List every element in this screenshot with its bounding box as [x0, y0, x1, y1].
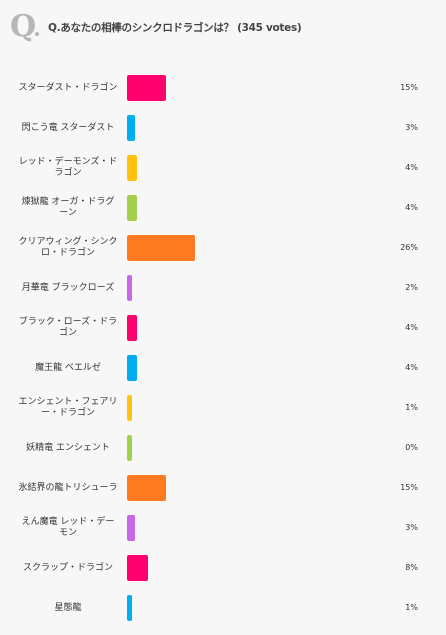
q-icon-dot [35, 32, 39, 36]
result-row: 妖精竜 エンシェント 0% [0, 428, 446, 468]
result-bar [127, 315, 137, 341]
option-label: 星態龍 [54, 602, 82, 613]
option-label: スクラップ・ドラゴン [22, 562, 113, 573]
result-row: クリアウィング・シンクロ・ドラゴン 26% [0, 228, 446, 268]
result-bar [127, 275, 132, 301]
percentage-label: 0% [405, 443, 418, 452]
option-label: えん魔竜 レッド・デーモン [21, 517, 115, 538]
result-bar [127, 115, 135, 141]
result-bar [127, 75, 166, 101]
option-label: レッド・デーモンズ・ドラゴン [18, 157, 118, 178]
result-bar [127, 195, 137, 221]
result-row: 魔王龍 ベエルゼ 4% [0, 348, 446, 388]
option-label: スターダスト・ドラゴン [18, 82, 118, 93]
result-row: ブラック・ローズ・ドラゴン 4% [0, 308, 446, 348]
result-row: レッド・デーモンズ・ドラゴン 4% [0, 148, 446, 188]
result-row: スターダスト・ドラゴン 15% [0, 68, 446, 108]
result-bar [127, 435, 132, 461]
q-icon-letter: Q [10, 9, 37, 44]
percentage-label: 15% [400, 83, 418, 92]
option-label: 魔王龍 ベエルゼ [35, 362, 101, 373]
percentage-label: 1% [405, 603, 418, 612]
result-bar [127, 475, 166, 501]
percentage-label: 4% [405, 363, 418, 372]
result-row: 煉獄龍 オーガ・ドラグーン 4% [0, 188, 446, 228]
percentage-label: 3% [405, 523, 418, 532]
q-icon: Q [10, 12, 40, 42]
percentage-label: 4% [405, 323, 418, 332]
percentage-label: 8% [405, 563, 418, 572]
percentage-label: 3% [405, 123, 418, 132]
result-bar [127, 155, 137, 181]
option-label: ブラック・ローズ・ドラゴン [18, 317, 118, 338]
result-bar [127, 555, 148, 581]
option-label: 煉獄龍 オーガ・ドラグーン [21, 197, 115, 218]
percentage-label: 4% [405, 163, 418, 172]
option-label: 月華竜 ブラックローズ [21, 282, 115, 293]
result-row: エンシェント・フェアリー・ドラゴン 1% [0, 388, 446, 428]
option-label: クリアウィング・シンクロ・ドラゴン [18, 237, 118, 258]
result-row: 月華竜 ブラックローズ 2% [0, 268, 446, 308]
result-row: えん魔竜 レッド・デーモン 3% [0, 508, 446, 548]
poll-title: Q.あなたの相棒のシンクロドラゴンは？ (345 votes) [48, 21, 302, 34]
result-row: 星態龍 1% [0, 588, 446, 628]
result-bar [127, 395, 132, 421]
percentage-label: 15% [400, 483, 418, 492]
poll-header: Q Q.あなたの相棒のシンクロドラゴンは？ (345 votes) [10, 10, 436, 44]
percentage-label: 26% [400, 243, 418, 252]
option-label: エンシェント・フェアリー・ドラゴン [18, 397, 118, 418]
percentage-label: 2% [405, 283, 418, 292]
option-label: 妖精竜 エンシェント [26, 442, 110, 453]
result-row: 氷結界の龍トリシューラ 15% [0, 468, 446, 508]
percentage-label: 1% [405, 403, 418, 412]
result-bar [127, 355, 137, 381]
option-label: 氷結界の龍トリシューラ [18, 482, 118, 493]
option-label: 閃こう竜 スターダスト [21, 122, 115, 133]
result-row: スクラップ・ドラゴン 8% [0, 548, 446, 588]
result-bar [127, 515, 135, 541]
result-bar [127, 595, 132, 621]
result-row: 閃こう竜 スターダスト 3% [0, 108, 446, 148]
percentage-label: 4% [405, 203, 418, 212]
result-bar [127, 235, 195, 261]
